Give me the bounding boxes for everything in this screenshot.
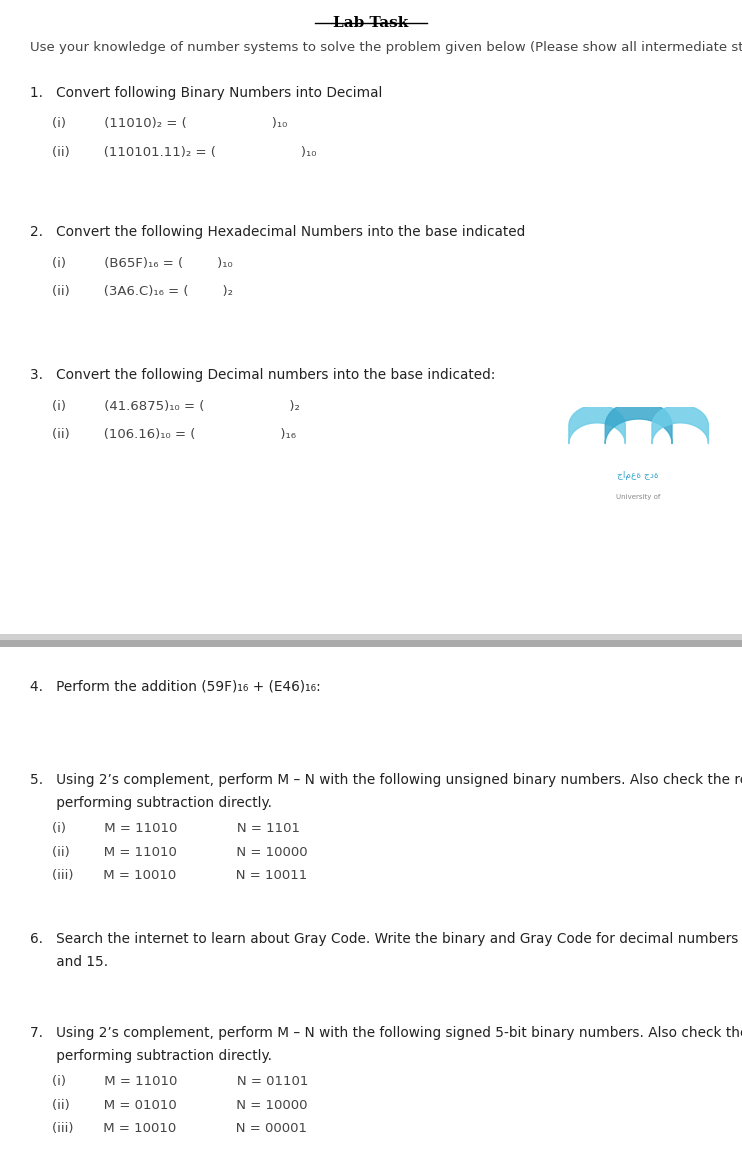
Text: 1.   Convert following Binary Numbers into Decimal: 1. Convert following Binary Numbers into… [30,86,382,100]
Text: 7.   Using 2’s complement, perform M – N with the following signed 5-bit binary : 7. Using 2’s complement, perform M – N w… [30,1025,742,1039]
Text: (ii)        (110101.11)₂ = (                    )₁₀: (ii) (110101.11)₂ = ( )₁₀ [52,146,316,159]
Text: (ii)        (106.16)₁₀ = (                    )₁₆: (ii) (106.16)₁₀ = ( )₁₆ [52,428,296,441]
Text: (ii)        (3A6.C)₁₆ = (        )₂: (ii) (3A6.C)₁₆ = ( )₂ [52,285,233,298]
Text: Use your knowledge of number systems to solve the problem given below (Please sh: Use your knowledge of number systems to … [30,41,742,55]
Text: (i)         M = 11010              N = 1101: (i) M = 11010 N = 1101 [52,823,300,836]
Text: performing subtraction directly.: performing subtraction directly. [30,796,272,810]
Text: (iii)       M = 10010              N = 00001: (iii) M = 10010 N = 00001 [52,1122,307,1135]
Text: (ii)        M = 01010              N = 10000: (ii) M = 01010 N = 10000 [52,1099,307,1112]
Text: (i)         (41.6875)₁₀ = (                    )₂: (i) (41.6875)₁₀ = ( )₂ [52,399,300,413]
Text: (i)         M = 11010              N = 01101: (i) M = 11010 N = 01101 [52,1076,309,1088]
Text: performing subtraction directly.: performing subtraction directly. [30,1049,272,1063]
Text: 3.   Convert the following Decimal numbers into the base indicated:: 3. Convert the following Decimal numbers… [30,368,495,382]
Text: 4.   Perform the addition (59F)₁₆ + (E46)₁₆:: 4. Perform the addition (59F)₁₆ + (E46)₁… [30,679,321,693]
FancyBboxPatch shape [0,643,742,1164]
Text: Lab Task: Lab Task [333,16,409,30]
Text: 2.   Convert the following Hexadecimal Numbers into the base indicated: 2. Convert the following Hexadecimal Num… [30,225,525,240]
Text: 5.   Using 2’s complement, perform M – N with the following unsigned binary numb: 5. Using 2’s complement, perform M – N w… [30,773,742,787]
Text: (ii)        M = 11010              N = 10000: (ii) M = 11010 N = 10000 [52,846,308,859]
Text: University of: University of [616,495,660,501]
FancyBboxPatch shape [0,0,742,634]
Text: (i)         (B65F)₁₆ = (        )₁₀: (i) (B65F)₁₆ = ( )₁₀ [52,257,233,270]
Text: (iii)       M = 10010              N = 10011: (iii) M = 10010 N = 10011 [52,870,307,882]
Text: and 15.: and 15. [30,956,108,970]
Text: جامعة جدة: جامعة جدة [617,470,659,480]
Text: (i)         (11010)₂ = (                    )₁₀: (i) (11010)₂ = ( )₁₀ [52,118,287,130]
Text: 6.   Search the internet to learn about Gray Code. Write the binary and Gray Cod: 6. Search the internet to learn about Gr… [30,932,742,946]
